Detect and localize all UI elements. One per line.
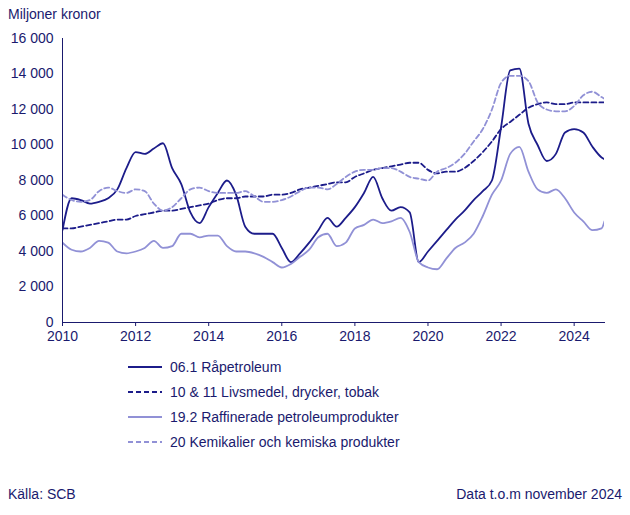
svg-text:6 000: 6 000 xyxy=(18,207,53,223)
svg-text:2016: 2016 xyxy=(266,328,297,344)
svg-text:4 000: 4 000 xyxy=(18,243,53,259)
html-text:10 & 11 Livsmedel, drycker, to: 10 & 11 Livsmedel, drycker, tobak xyxy=(170,383,380,400)
html-text:20 Kemikalier och kemiska prod: 20 Kemikalier och kemiska produkter xyxy=(170,433,400,450)
svg-text:2018: 2018 xyxy=(339,328,370,344)
svg-text:2020: 2020 xyxy=(412,328,443,344)
svg-text:2012: 2012 xyxy=(120,328,151,344)
svg-text:0: 0 xyxy=(45,314,54,330)
html-text:Miljoner kronor: Miljoner kronor xyxy=(8,6,101,22)
html-text:Källa: SCB: Källa: SCB xyxy=(8,486,76,502)
svg-text:16 000: 16 000 xyxy=(11,30,54,46)
svg-text:10 000: 10 000 xyxy=(11,136,54,152)
svg-text:8 000: 8 000 xyxy=(18,172,53,188)
html-text:Data t.o.m november 2024: Data t.o.m november 2024 xyxy=(456,486,622,502)
svg-text:2022: 2022 xyxy=(485,328,516,344)
svg-text:2 000: 2 000 xyxy=(18,278,53,294)
svg-text:14 000: 14 000 xyxy=(11,65,54,81)
svg-text:2014: 2014 xyxy=(193,328,224,344)
svg-text:2024: 2024 xyxy=(559,328,590,344)
html-text:19.2 Raffinerade petroleumprod: 19.2 Raffinerade petroleumprodukter xyxy=(170,408,399,425)
html-text:06.1 Råpetroleum: 06.1 Råpetroleum xyxy=(170,358,282,375)
svg-text:2010: 2010 xyxy=(47,328,78,344)
svg-text:12 000: 12 000 xyxy=(11,101,54,117)
